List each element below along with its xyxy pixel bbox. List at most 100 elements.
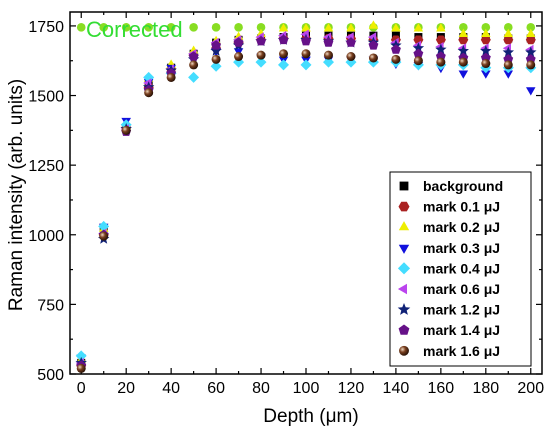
data-point [323,23,334,32]
x-tick-label: 180 [472,380,499,397]
data-point [480,35,491,45]
reference-point [121,23,131,32]
legend-marker [397,283,407,295]
data-point [503,28,513,37]
legend-marker [397,262,411,275]
legend-marker [399,345,409,356]
legend-label: mark 0.2 μJ [423,219,500,235]
data-point [323,37,334,47]
legend-label: mark 1.6 μJ [423,343,500,359]
x-tick-label: 140 [383,380,410,397]
data-point [368,20,379,29]
legend-label: mark 1.4 μJ [423,322,500,338]
x-tick-label: 160 [428,380,455,397]
legend-label: mark 0.3 μJ [423,240,500,256]
data-point [323,56,334,68]
legend-marker [398,201,410,212]
data-point [412,42,425,54]
data-point [526,87,536,96]
data-point [525,35,536,45]
legend: background mark 0.1 μJ mark 0.2 μJ mark 0.3… [389,171,532,367]
data-point [279,49,289,59]
legend-marker [399,181,409,191]
legend-marker [398,244,410,254]
data-point [458,70,469,79]
y-tick-label: 500 [37,367,64,384]
data-point [481,59,491,69]
legend-label: mark 0.4 μJ [423,260,500,276]
y-tick-label: 1250 [28,158,64,175]
data-point [255,56,267,68]
y-tick-label: 1750 [28,19,64,36]
x-tick-label: 80 [252,380,270,397]
data-point [189,60,199,70]
axes: 0 20 40 60 80 100 120 140 160 180 200 500 750 1000 125… [28,11,544,397]
data-point [413,48,424,58]
data-point [346,52,356,62]
data-marks [75,20,537,373]
data-point [368,53,378,63]
data-point [211,54,221,64]
x-axis-title: Depth (μm) [263,406,358,427]
data-point [210,45,222,56]
data-point [458,28,469,37]
data-point [503,60,513,70]
legend-label: mark 0.1 μJ [423,199,500,215]
x-tick-label: 100 [293,380,320,397]
reference-point [99,23,109,32]
x-tick-label: 120 [338,380,365,397]
data-point [481,70,491,79]
data-point [300,59,312,71]
data-point [435,43,447,55]
data-point [188,71,200,83]
data-point [368,40,379,50]
x-tick-label: 60 [207,380,225,397]
data-point [391,44,401,54]
chart-title: Corrected [86,17,183,42]
legend-marker [398,324,410,335]
y-tick-label: 1500 [28,89,64,106]
data-point [278,34,289,45]
legend-box [389,171,532,367]
reference-point [144,23,153,32]
data-point [458,57,468,67]
reference-point [166,23,176,32]
data-point [278,59,289,71]
data-point [436,23,446,32]
data-point [301,23,311,32]
data-point [413,23,424,32]
legend-marker [398,221,410,231]
y-axis-title: Raman intensity (arb. units) [6,79,27,311]
x-tick-label: 200 [517,380,544,397]
legend-marker [397,303,411,315]
data-point [144,88,154,98]
data-point [234,52,244,62]
data-point [121,125,131,135]
data-point [457,45,469,56]
x-tick-label: 0 [77,380,86,397]
data-point [211,40,221,50]
data-point [525,46,537,58]
reference-point [256,23,266,32]
data-point [502,46,514,58]
data-point [391,23,401,32]
data-point [413,56,423,66]
data-point [526,28,536,37]
data-point [76,363,86,373]
data-point [481,28,491,37]
data-point [526,60,536,70]
data-point [480,45,492,56]
legend-label: background [423,178,503,194]
data-point [503,70,513,79]
data-point [436,57,446,67]
data-point [458,35,469,45]
x-tick-label: 40 [162,380,180,397]
data-point [143,71,155,83]
reference-point [211,23,221,32]
legend-label: mark 0.6 μJ [423,281,500,297]
data-point [188,51,199,61]
series-8 [76,49,536,373]
data-point [503,35,514,45]
y-tick-label: 750 [37,297,64,314]
reference-point [526,23,536,32]
